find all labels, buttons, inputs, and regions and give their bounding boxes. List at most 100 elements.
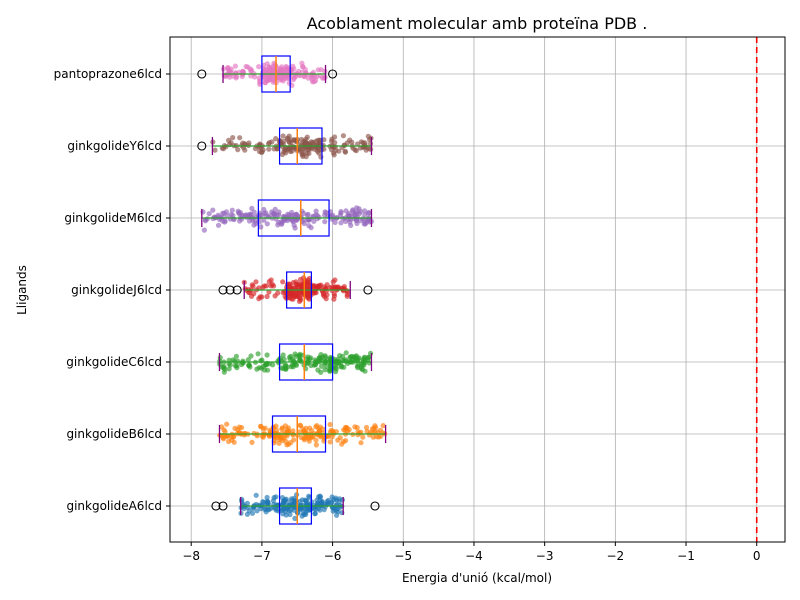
data-point	[264, 352, 270, 358]
data-point	[332, 144, 338, 150]
data-point	[303, 435, 309, 441]
data-point	[289, 291, 295, 297]
data-point	[268, 505, 274, 511]
y-tick-label-2: ginkgolideC6lcd	[66, 355, 162, 369]
data-point	[313, 437, 319, 443]
data-point	[215, 222, 222, 228]
data-point	[264, 293, 270, 300]
data-point	[249, 205, 255, 211]
data-point	[370, 434, 376, 440]
outlier-pantoprazone6lcd-1	[328, 69, 338, 79]
data-point	[312, 510, 318, 517]
data-point	[210, 207, 216, 213]
data-point	[291, 66, 297, 72]
series-pantoprazone6lcd	[197, 55, 338, 93]
data-point	[357, 218, 364, 224]
data-point	[365, 133, 371, 139]
data-point	[254, 366, 260, 372]
data-point	[330, 279, 336, 285]
data-point	[313, 442, 319, 448]
data-point	[239, 498, 245, 504]
data-point	[232, 425, 238, 431]
data-point	[321, 507, 327, 513]
data-point	[269, 139, 275, 145]
data-point	[317, 432, 323, 438]
data-point	[201, 227, 207, 233]
x-axis-label: Energia d'unió (kcal/mol)	[402, 571, 552, 585]
x-tick-label-3: −5	[394, 549, 412, 563]
data-point	[227, 362, 233, 368]
data-point	[226, 67, 232, 74]
data-point	[286, 133, 292, 139]
data-point	[319, 363, 325, 369]
data-point	[242, 430, 248, 436]
outlier-ginkgolideA6lcd-1	[218, 501, 228, 511]
data-point	[286, 139, 292, 145]
data-point	[253, 492, 259, 498]
data-point	[257, 80, 263, 86]
data-point	[300, 64, 306, 70]
series-ginkgolideJ6lcd	[218, 271, 373, 309]
data-point	[310, 139, 316, 145]
data-point	[241, 506, 247, 512]
data-point	[280, 279, 286, 285]
data-point	[331, 291, 337, 297]
data-point	[246, 508, 252, 514]
outlier-ginkgolideY6lcd-0	[197, 141, 207, 151]
data-point	[286, 441, 292, 447]
data-point	[224, 421, 230, 427]
box-ginkgolideA6lcd	[278, 487, 312, 525]
data-point	[297, 499, 303, 505]
data-point	[222, 429, 228, 435]
x-tick-label-2: −6	[324, 549, 342, 563]
data-point	[234, 365, 240, 371]
data-point	[280, 290, 286, 296]
data-point	[338, 210, 344, 216]
data-point	[291, 75, 297, 81]
data-point	[277, 66, 283, 72]
data-point	[273, 494, 279, 500]
data-point	[349, 139, 355, 145]
data-point	[282, 497, 288, 503]
data-point	[216, 214, 222, 220]
data-point	[333, 497, 339, 503]
data-point	[354, 363, 360, 369]
box-ginkgolideJ6lcd	[286, 271, 312, 309]
data-point	[284, 281, 291, 288]
data-point	[283, 65, 289, 71]
data-point	[232, 63, 238, 69]
data-point	[372, 423, 378, 429]
data-point	[280, 501, 286, 507]
data-point	[254, 508, 260, 514]
data-point	[366, 354, 372, 360]
data-point	[212, 147, 218, 153]
data-point	[228, 211, 234, 217]
data-point	[300, 153, 306, 159]
x-tick-label-1: −7	[253, 549, 271, 563]
series-ginkgolideM6lcd	[200, 199, 374, 237]
data-point	[248, 73, 254, 79]
data-point	[340, 353, 346, 359]
data-point	[259, 433, 265, 439]
data-point	[332, 134, 338, 140]
chart-title: Acoblament molecular amb proteïna PDB .	[307, 14, 648, 33]
data-point	[235, 147, 241, 153]
box-ginkgolideC6lcd	[278, 343, 334, 381]
outlier-ginkgolideJ6lcd-1	[225, 285, 235, 295]
data-point	[314, 212, 320, 219]
data-point	[366, 209, 372, 216]
data-point	[273, 136, 279, 142]
series-ginkgolideA6lcd	[211, 487, 380, 525]
data-point	[322, 354, 329, 360]
series-ginkgolideB6lcd	[217, 415, 388, 453]
data-point	[260, 426, 266, 432]
y-tick-label-1: ginkgolideB6lcd	[66, 427, 162, 441]
data-point	[267, 427, 273, 433]
data-point	[306, 223, 312, 229]
data-point	[335, 437, 341, 443]
data-point	[249, 439, 255, 445]
data-point	[262, 80, 268, 86]
data-point	[233, 75, 239, 81]
data-point	[258, 358, 264, 364]
data-point	[264, 494, 270, 501]
